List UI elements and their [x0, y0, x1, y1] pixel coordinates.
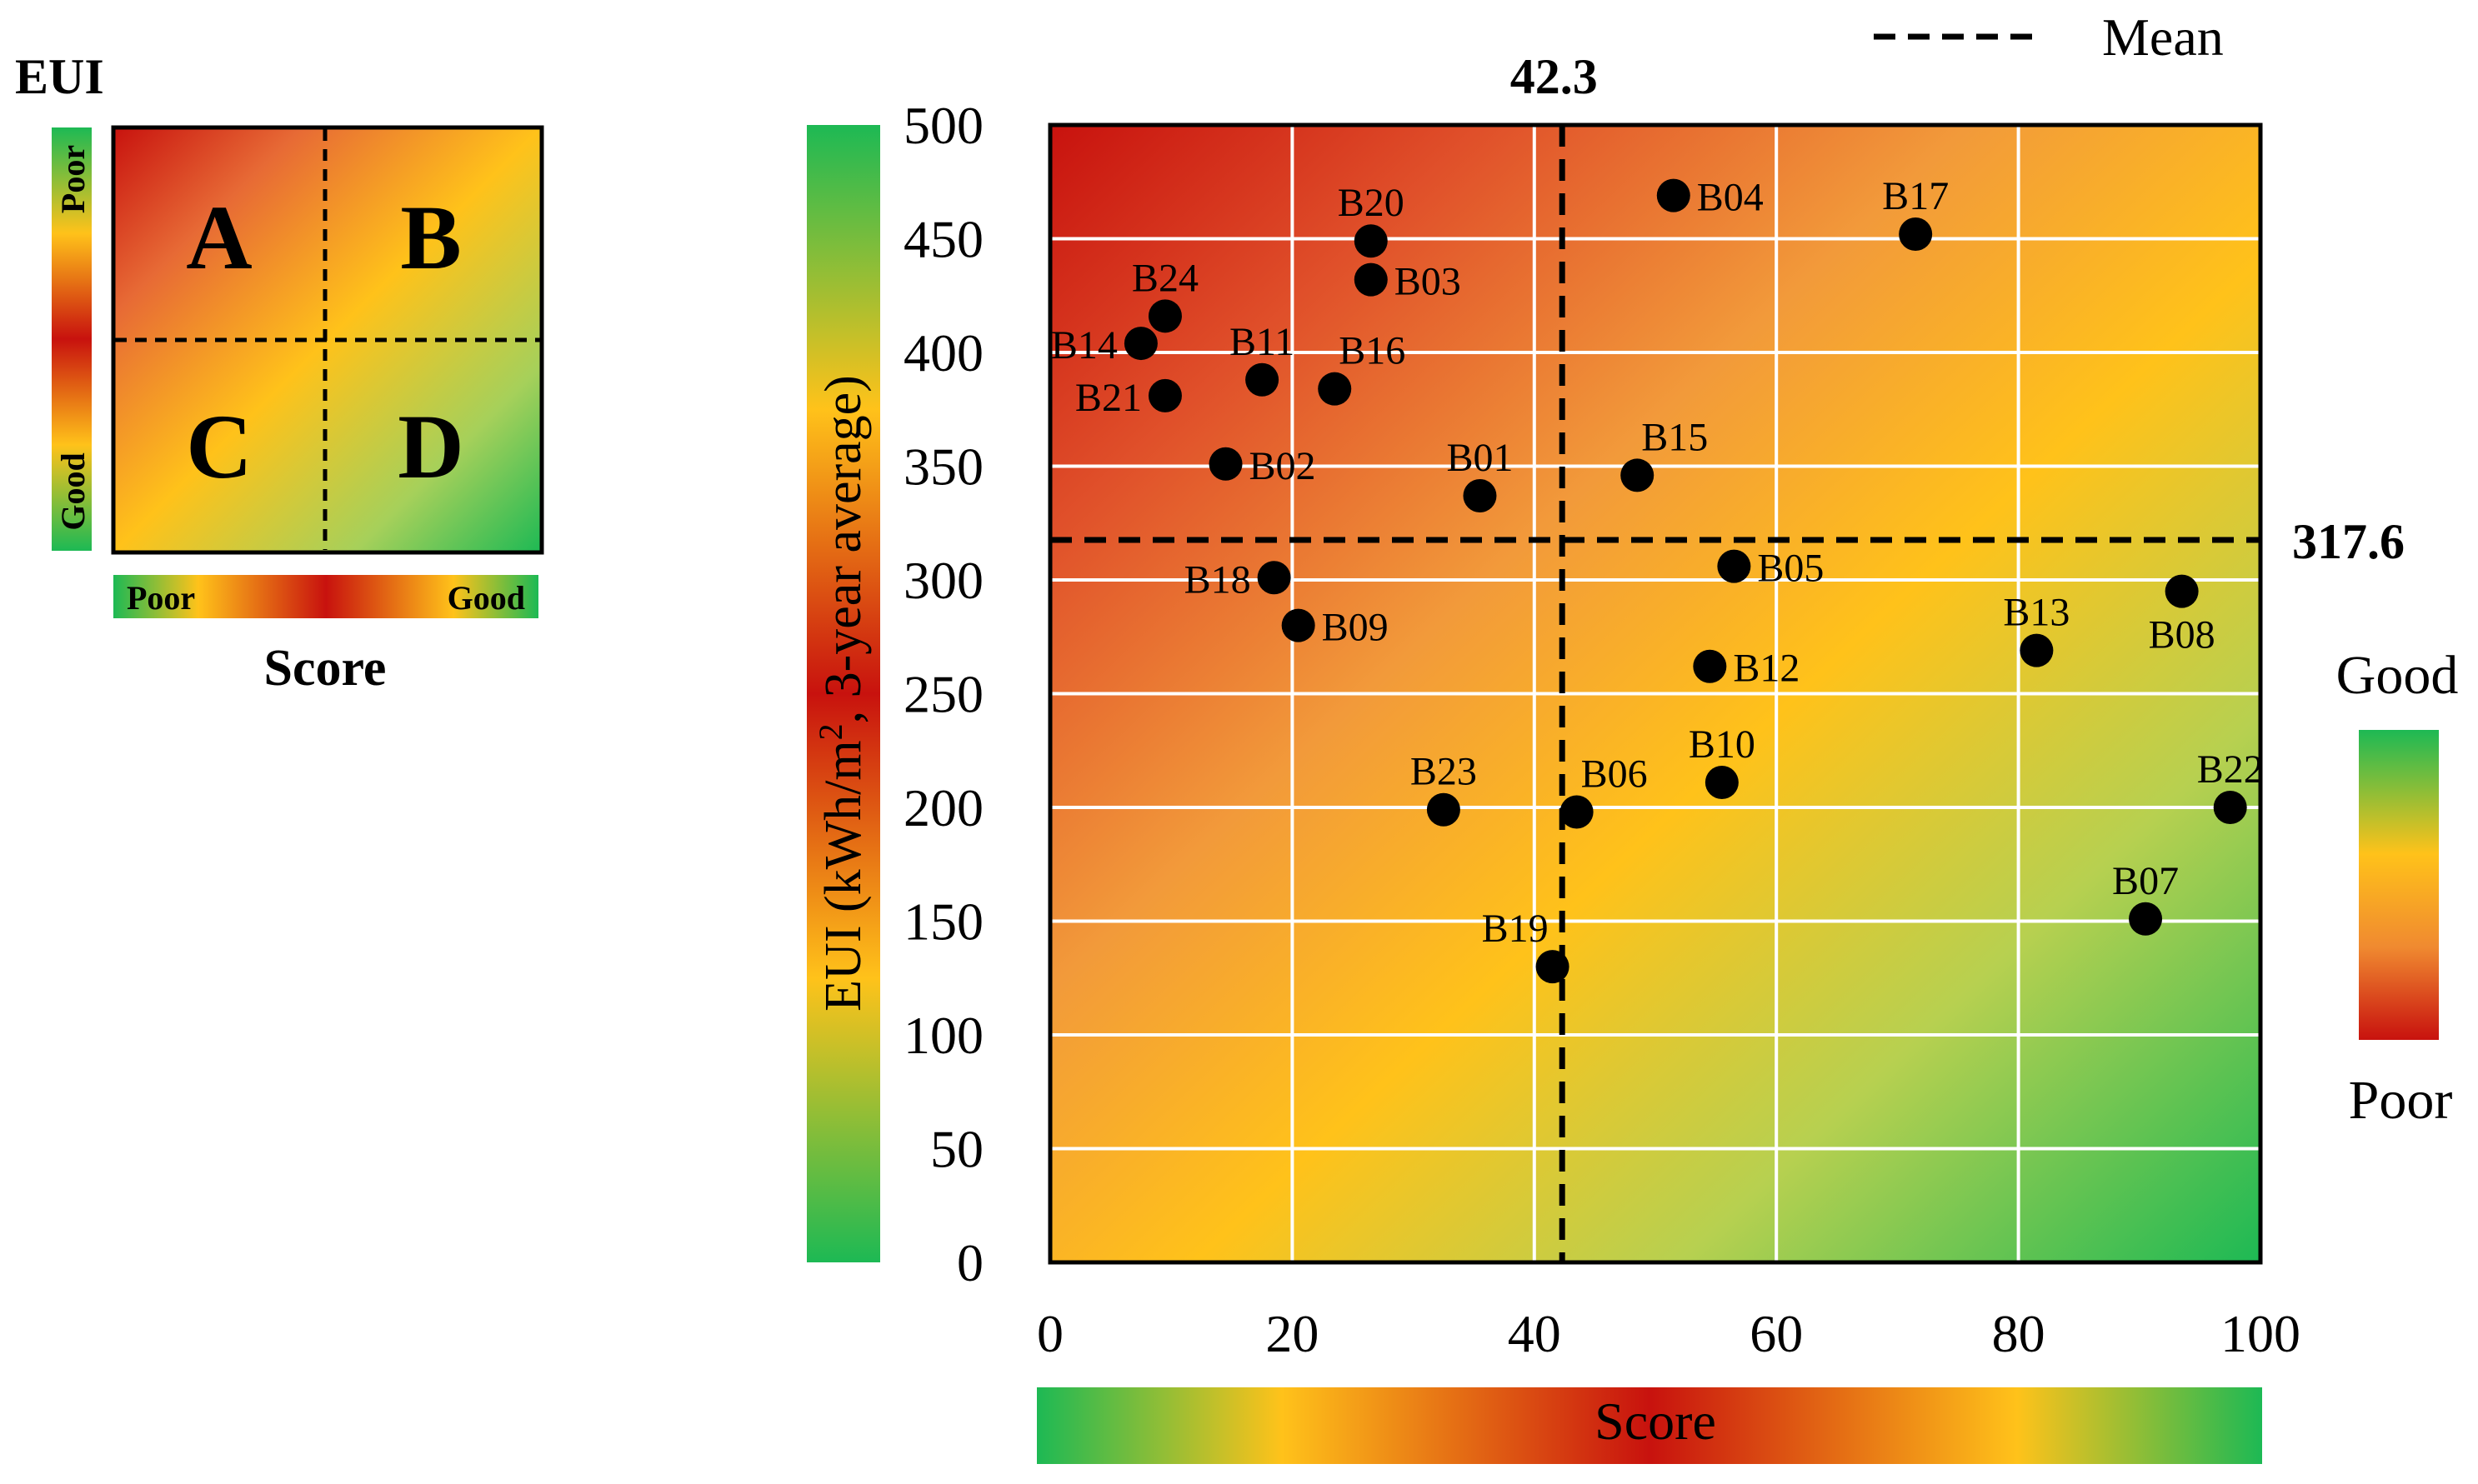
data-label-b24: B24 — [1132, 256, 1199, 300]
data-points: B01 B02 B03 B04 B05 B06 B07 B08 B09 B10 B11 B12 B13 B… — [1051, 174, 2264, 984]
data-point-b10 — [1705, 765, 1739, 799]
data-point-b08 — [2165, 574, 2199, 608]
y-tick-label: 400 — [904, 323, 984, 382]
data-point-b05 — [1717, 549, 1751, 583]
y-tick-label: 150 — [904, 892, 984, 952]
eui-key-good-label: Good — [54, 452, 92, 530]
x-tick-label: 40 — [1508, 1304, 1561, 1363]
y-tick-label: 250 — [904, 665, 984, 724]
data-label-b01: B01 — [1446, 436, 1513, 480]
x-tick-label: 60 — [1750, 1304, 1803, 1363]
data-label-b21: B21 — [1075, 376, 1142, 420]
y-tick-label: 200 — [904, 778, 984, 837]
y-tick-label: 50 — [930, 1120, 984, 1179]
data-label-b09: B09 — [1322, 606, 1389, 650]
data-label-b14: B14 — [1051, 323, 1118, 367]
score-key-poor-label: Poor — [127, 579, 195, 617]
right-color-bar — [2359, 730, 2439, 1040]
data-label-b06: B06 — [1581, 752, 1648, 796]
data-point-b06 — [1559, 795, 1594, 829]
data-point-b21 — [1148, 378, 1182, 412]
data-label-b18: B18 — [1184, 557, 1251, 602]
data-label-b12: B12 — [1733, 647, 1800, 691]
mean-lines: 42.3 317.6 — [1050, 49, 2405, 1262]
mean-legend-label: Mean — [2102, 7, 2224, 67]
data-label-b23: B23 — [1410, 750, 1477, 794]
x-tick-label: 20 — [1265, 1304, 1319, 1363]
data-label-b08: B08 — [2149, 613, 2215, 657]
axis-ticks: 0 50 100 150 200 250 300 350 400 450 500 0 20 40 60 80 1… — [904, 96, 2300, 1363]
data-point-b19 — [1535, 950, 1569, 984]
data-label-b22: B22 — [2197, 747, 2264, 792]
data-label-b07: B07 — [2112, 859, 2179, 903]
data-point-b11 — [1245, 362, 1279, 397]
data-point-b23 — [1426, 792, 1460, 827]
grid-lines — [1050, 125, 2260, 1262]
score-key-bar — [113, 575, 538, 618]
data-point-b13 — [2020, 633, 2054, 667]
data-point-b24 — [1148, 299, 1182, 333]
y-tick-label: 500 — [904, 96, 984, 155]
data-label-b20: B20 — [1338, 181, 1404, 225]
data-label-b13: B13 — [2003, 591, 2070, 635]
score-color-bar — [1037, 1387, 2262, 1464]
right-bar-poor-label: Poor — [2349, 1070, 2453, 1131]
quadrant-legend-key: EUI Poor Good A B C D Poor Good Score — [15, 49, 544, 697]
data-label-b19: B19 — [1482, 907, 1549, 951]
quadrant-a-label: A — [186, 187, 252, 288]
y-tick-label: 350 — [904, 437, 984, 497]
data-point-b14 — [1124, 327, 1158, 361]
mean-legend: Mean — [1874, 7, 2224, 67]
data-point-b02 — [1209, 447, 1243, 481]
data-label-b02: B02 — [1249, 444, 1316, 488]
y-tick-label: 0 — [957, 1233, 984, 1292]
right-bar-good-label: Good — [2336, 645, 2459, 706]
data-label-b15: B15 — [1641, 415, 1708, 459]
y-axis-label: EUI (kWh/m2, 3-year average) — [812, 375, 872, 1012]
data-point-b22 — [2213, 791, 2247, 824]
data-point-b12 — [1693, 649, 1727, 683]
data-point-b20 — [1354, 224, 1388, 258]
mean-score-label: 42.3 — [1510, 49, 1598, 104]
data-point-b16 — [1318, 372, 1352, 406]
data-label-b11: B11 — [1229, 320, 1294, 364]
y-tick-label: 450 — [904, 210, 984, 269]
data-point-b03 — [1354, 262, 1388, 297]
data-label-b17: B17 — [1882, 174, 1949, 218]
data-point-b18 — [1257, 561, 1291, 595]
data-label-b16: B16 — [1339, 329, 1405, 373]
eui-key-poor-label: Poor — [54, 145, 92, 213]
eui-key-bar — [52, 127, 92, 551]
y-tick-label: 300 — [904, 551, 984, 610]
x-tick-label: 0 — [1037, 1304, 1064, 1363]
data-label-b03: B03 — [1394, 260, 1461, 304]
eui-color-bar — [807, 125, 880, 1262]
x-tick-label: 100 — [2220, 1304, 2300, 1363]
quadrant-b-label: B — [400, 187, 461, 288]
y-tick-label: 100 — [904, 1006, 984, 1065]
data-point-b01 — [1463, 478, 1497, 512]
plot-frame — [1048, 122, 2263, 1265]
data-point-b17 — [1899, 217, 1933, 252]
score-key-title: Score — [264, 640, 387, 697]
data-label-b05: B05 — [1757, 547, 1824, 591]
x-tick-label: 80 — [1992, 1304, 2045, 1363]
score-key-good-label: Good — [448, 579, 525, 617]
data-label-b10: B10 — [1689, 722, 1755, 767]
data-point-b09 — [1281, 608, 1315, 642]
data-point-b15 — [1620, 458, 1655, 492]
x-axis-label: Score — [1594, 1392, 1716, 1451]
data-point-b04 — [1656, 178, 1690, 212]
quadrant-c-label: C — [186, 396, 252, 497]
mean-eui-label: 317.6 — [2292, 514, 2405, 569]
quadrant-d-label: D — [398, 396, 463, 497]
data-point-b07 — [2129, 902, 2163, 936]
eui-key-title: EUI — [15, 49, 104, 104]
data-label-b04: B04 — [1697, 176, 1764, 220]
